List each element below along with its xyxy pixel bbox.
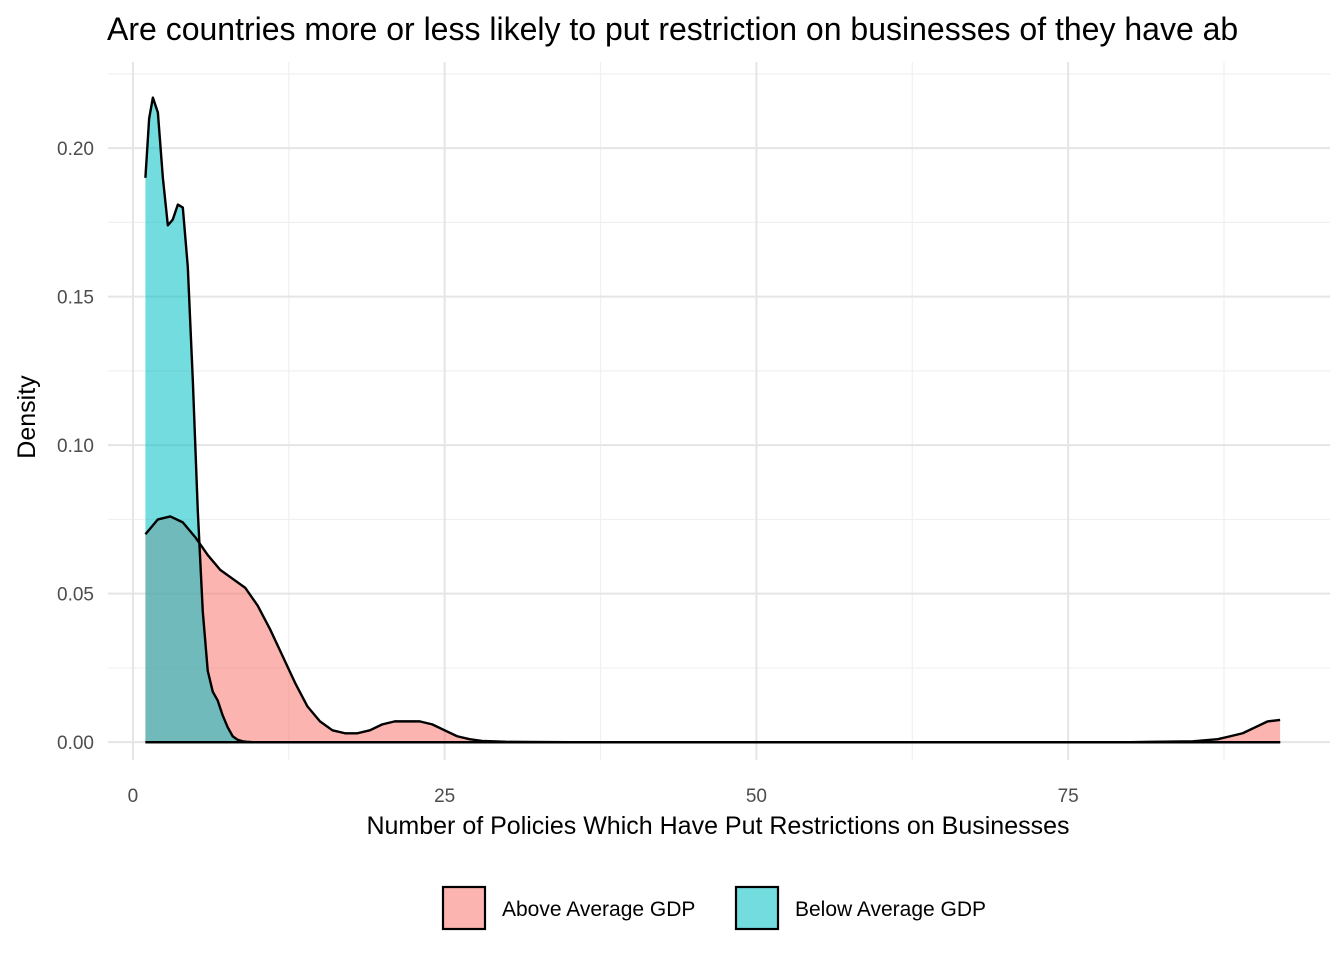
legend-label-above-average-gdp: Above Average GDP [502, 898, 695, 921]
y-axis-title: Density [13, 375, 41, 459]
x-tick-label: 25 [434, 786, 455, 807]
x-axis-title: Number of Policies Which Have Put Restri… [366, 812, 1069, 840]
y-axis-ticks: 0.00 0.05 0.10 0.15 0.20 [57, 139, 94, 754]
x-tick-label: 75 [1058, 786, 1079, 807]
major-gridlines [108, 62, 1330, 760]
legend-key-above-average-gdp [441, 885, 487, 931]
density-areas [144, 96, 1281, 744]
density-area-above-average-gdp [145, 516, 1281, 743]
y-tick-label: 0.20 [57, 139, 94, 160]
x-tick-label: 50 [746, 786, 767, 807]
density-line-above-average-gdp [144, 515, 1281, 744]
y-tick-label: 0.15 [57, 288, 94, 309]
legend-label-below-average-gdp: Below Average GDP [795, 898, 986, 921]
density-area-below-average-gdp [145, 97, 1281, 743]
y-tick-label: 0.05 [57, 585, 94, 606]
minor-gridlines [108, 62, 1330, 760]
y-tick-label: 0.10 [57, 436, 94, 457]
x-axis-ticks: 0 25 50 75 [128, 786, 1079, 807]
y-tick-label: 0.00 [57, 733, 94, 754]
x-tick-label: 0 [128, 786, 139, 807]
legend: Above Average GDP Below Average GDP [441, 885, 986, 931]
chart-title: Are countries more or less likely to put… [107, 11, 1238, 47]
legend-key-below-average-gdp [734, 885, 780, 931]
density-line-below-average-gdp [144, 96, 1281, 744]
